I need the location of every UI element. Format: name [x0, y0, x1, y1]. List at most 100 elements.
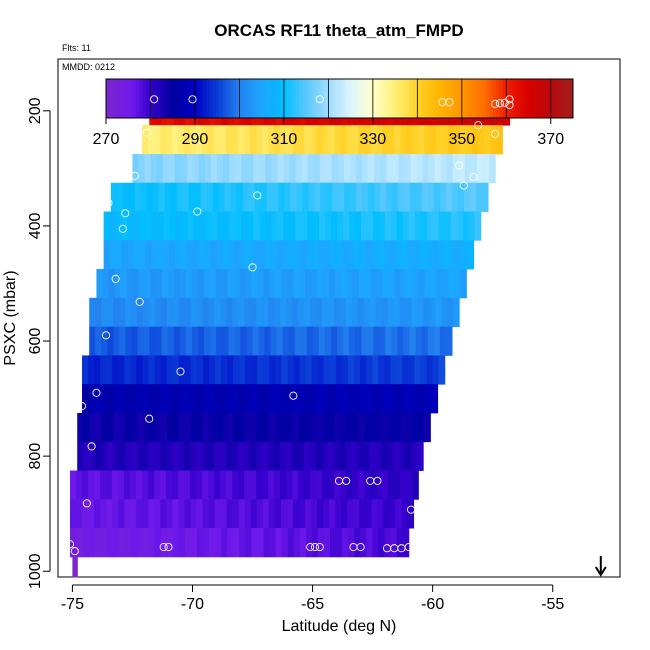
heatmap-cell [113, 412, 120, 443]
heatmap-cell [322, 470, 329, 500]
heatmap-cell [453, 297, 460, 328]
heatmap-cell [268, 412, 276, 443]
heatmap-cell [214, 125, 221, 155]
colorbar-segment [209, 79, 214, 118]
heatmap-cell [484, 125, 491, 155]
heatmap-cell [239, 269, 247, 299]
heatmap-cell [223, 153, 230, 184]
y-tick-label: 800 [27, 443, 44, 470]
heatmap-cell [345, 441, 353, 471]
colorbar-segment [502, 79, 507, 118]
heatmap-cell [196, 355, 204, 385]
heatmap-cell [172, 470, 179, 500]
heatmap-cell [402, 528, 410, 558]
heatmap-cell [77, 412, 84, 443]
heatmap-cell [232, 297, 239, 328]
heatmap-cell [285, 441, 293, 471]
heatmap-cell [246, 326, 254, 356]
heatmap-cell [204, 153, 212, 184]
heatmap-cell [456, 211, 464, 241]
heatmap-cell [448, 125, 455, 155]
heatmap-cell [384, 240, 391, 270]
heatmap-cell [106, 528, 113, 558]
heatmap-cell [362, 153, 369, 184]
heatmap-cell [256, 125, 263, 155]
colorbar-segment [486, 79, 491, 118]
heatmap-cell [389, 240, 397, 270]
heatmap-cell [286, 470, 293, 500]
heatmap-cell [181, 211, 189, 241]
mmdd-label: MMDD: 0212 [62, 62, 115, 72]
heatmap-cell [299, 269, 306, 299]
heatmap-cell [277, 153, 285, 184]
heatmap-cell [376, 470, 383, 500]
colorbar-segment [542, 79, 547, 118]
data-point [474, 121, 483, 130]
heatmap-cell [89, 441, 96, 471]
x-axis-label: Latitude (deg N) [282, 618, 397, 635]
heatmap-cell [160, 125, 167, 155]
heatmap-cell [394, 470, 401, 500]
colorbar-segment [429, 79, 434, 118]
heatmap-cell [375, 297, 383, 328]
heatmap-cell [329, 355, 337, 385]
colorbar-segment [196, 79, 200, 118]
heatmap-cell [250, 125, 257, 155]
data-point [104, 198, 113, 207]
heatmap-cell [416, 153, 424, 184]
heatmap-cell [316, 125, 323, 155]
heatmap-cell [351, 441, 359, 471]
heatmap-cell [211, 240, 218, 270]
heatmap-cell [209, 528, 216, 558]
heatmap-cell [340, 412, 348, 443]
heatmap-cell [280, 384, 288, 414]
heatmap-cell [214, 499, 222, 529]
heatmap-cell [115, 211, 123, 241]
heatmap-cell [353, 384, 360, 414]
heatmap-cell [358, 125, 365, 155]
heatmap-cell [244, 412, 252, 443]
heatmap-cell [149, 326, 157, 356]
heatmap-cell [452, 153, 460, 184]
heatmap-cell [244, 125, 251, 155]
heatmap-cell [169, 211, 177, 241]
heatmap-cell [360, 355, 367, 385]
heatmap-cell [82, 355, 89, 385]
heatmap-cell [458, 153, 466, 184]
heatmap-cell [172, 384, 180, 414]
heatmap-cell [94, 528, 101, 558]
heatmap-cell [304, 384, 312, 414]
heatmap-cell [244, 297, 251, 328]
heatmap-cell [148, 528, 156, 558]
heatmap-cell [335, 269, 342, 299]
heatmap-cell [118, 499, 125, 529]
heatmap-cell [112, 499, 119, 529]
colorbar-tick-label: 350 [448, 131, 475, 148]
heatmap-cell [226, 470, 233, 500]
heatmap-cell [317, 499, 324, 529]
heatmap-cell [245, 355, 252, 385]
heatmap-cell [343, 211, 350, 241]
heatmap-cell [372, 240, 379, 270]
heatmap-cell [178, 441, 186, 471]
heatmap-cell [89, 412, 96, 443]
heatmap-cell [245, 528, 253, 558]
heatmap-cell [407, 499, 415, 529]
heatmap-cell [288, 240, 296, 270]
heatmap-cell [88, 499, 95, 529]
flights-label: Flts: 11 [62, 43, 91, 53]
heatmap-cell [260, 182, 268, 212]
heatmap-cell [140, 182, 148, 212]
data-point [315, 543, 324, 552]
heatmap-cell [257, 528, 265, 558]
heatmap-cell [131, 326, 139, 356]
heatmap-cell [292, 384, 300, 414]
heatmap-cell [391, 326, 399, 356]
heatmap-cell [272, 182, 280, 212]
heatmap-cell [157, 211, 165, 241]
heatmap-cell [445, 326, 453, 356]
heatmap-cell [262, 499, 270, 529]
data-point [111, 274, 120, 283]
y-axis: 200 400 600 800 1000 [27, 97, 51, 589]
heatmap-cell [190, 441, 198, 471]
